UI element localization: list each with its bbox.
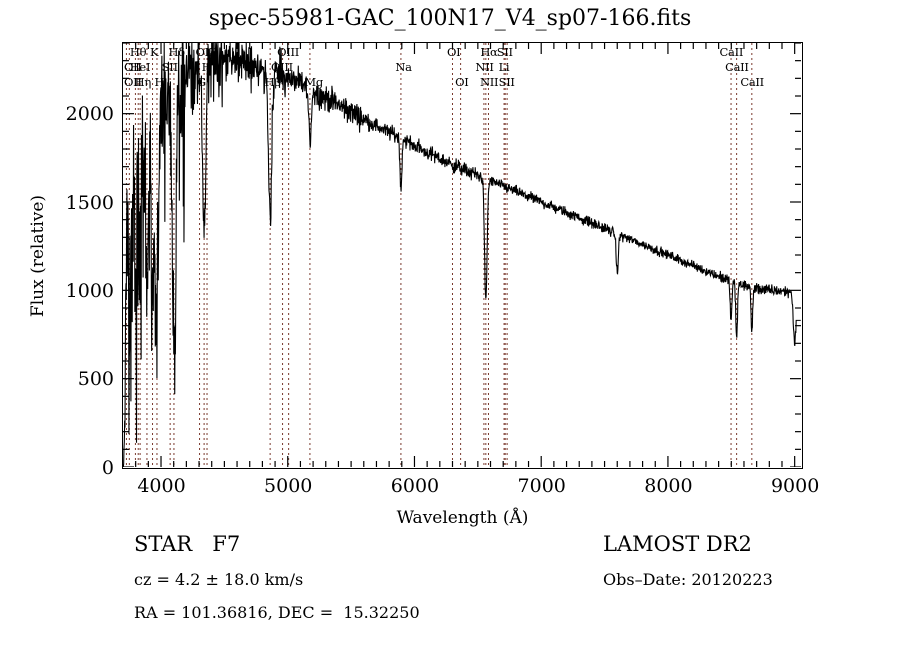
line-label-Na-5893: Na	[395, 60, 412, 74]
line-label-G-4304: G	[197, 75, 206, 89]
y-tick-1000: 1000	[65, 279, 114, 302]
line-label-SII-6716: SII	[496, 45, 513, 59]
redshift-value: cz = 4.2 ± 18.0 km/s	[134, 570, 304, 589]
line-label-H-4340: H	[201, 60, 212, 74]
x-axis-title: Wavelength (Å)	[396, 508, 529, 528]
line-label-H-4102: Hδ	[168, 45, 185, 59]
line-label-CaII-8542: CaII	[725, 60, 749, 74]
line-label-CaII-8662: CaII	[740, 75, 764, 89]
y-tick-0: 0	[101, 456, 114, 479]
line-label-H-4861: Hβ	[264, 75, 281, 89]
line-label-SII-6731: SII	[498, 75, 515, 89]
line-label-SII-4072: SII	[161, 60, 178, 74]
line-label-H-3968: H	[154, 75, 165, 89]
x-tick-7000: 7000	[517, 475, 566, 497]
y-axis-title: Flux (relative)	[28, 194, 48, 318]
object-class: STAR F7	[134, 532, 241, 556]
line-label-OIII-4363: OIII	[195, 45, 218, 59]
line-label-OIII-4959: OIII	[271, 60, 293, 74]
survey-name: LAMOST DR2	[603, 532, 752, 556]
line-label-Li-6707: Li	[498, 60, 510, 74]
plot-area	[122, 42, 803, 469]
line-label-NII-6548: NII	[475, 60, 494, 74]
line-label-HeI-3820: HeI	[129, 60, 151, 74]
line-label-CaII-8498: CaII	[719, 45, 744, 59]
line-label-H-6563: Hα	[480, 45, 498, 59]
y-tick-500: 500	[77, 368, 114, 391]
x-tick-8000: 8000	[644, 475, 693, 497]
line-label-Mg-5175: Mg	[304, 75, 323, 89]
line-label-K-3933: K	[150, 45, 159, 59]
line-label-NII-6584: NII	[479, 75, 499, 89]
y-tick-1500: 1500	[65, 191, 114, 214]
line-label-H-3798: Hθ	[129, 45, 147, 59]
coordinates: RA = 101.36816, DEC = 15.32250	[134, 603, 420, 622]
line-label-OII-3727: OII	[124, 60, 142, 74]
x-tick-9000: 9000	[770, 475, 820, 497]
spectrum-plot	[123, 43, 801, 467]
metadata-footer: STAR F7 cz = 4.2 ± 18.0 km/s RA = 101.36…	[0, 524, 900, 649]
line-label-OIII-5007: OIII	[277, 45, 299, 59]
x-tick-5000: 5000	[264, 475, 313, 497]
page-title: spec-55981-GAC_100N17_V4_sp07-166.fits	[208, 6, 692, 31]
line-label-OI-6300: OI	[446, 45, 461, 59]
line-label-OI-6364: OI	[455, 75, 469, 89]
flux-curve	[123, 43, 801, 467]
observation-date: Obs–Date: 20120223	[603, 570, 773, 589]
line-label-H-3835: Hη	[134, 75, 152, 89]
x-tick-6000: 6000	[390, 475, 440, 497]
y-tick-2000: 2000	[65, 103, 114, 126]
x-tick-4000: 4000	[137, 475, 186, 497]
line-label-OII-3750: OII	[124, 75, 142, 89]
